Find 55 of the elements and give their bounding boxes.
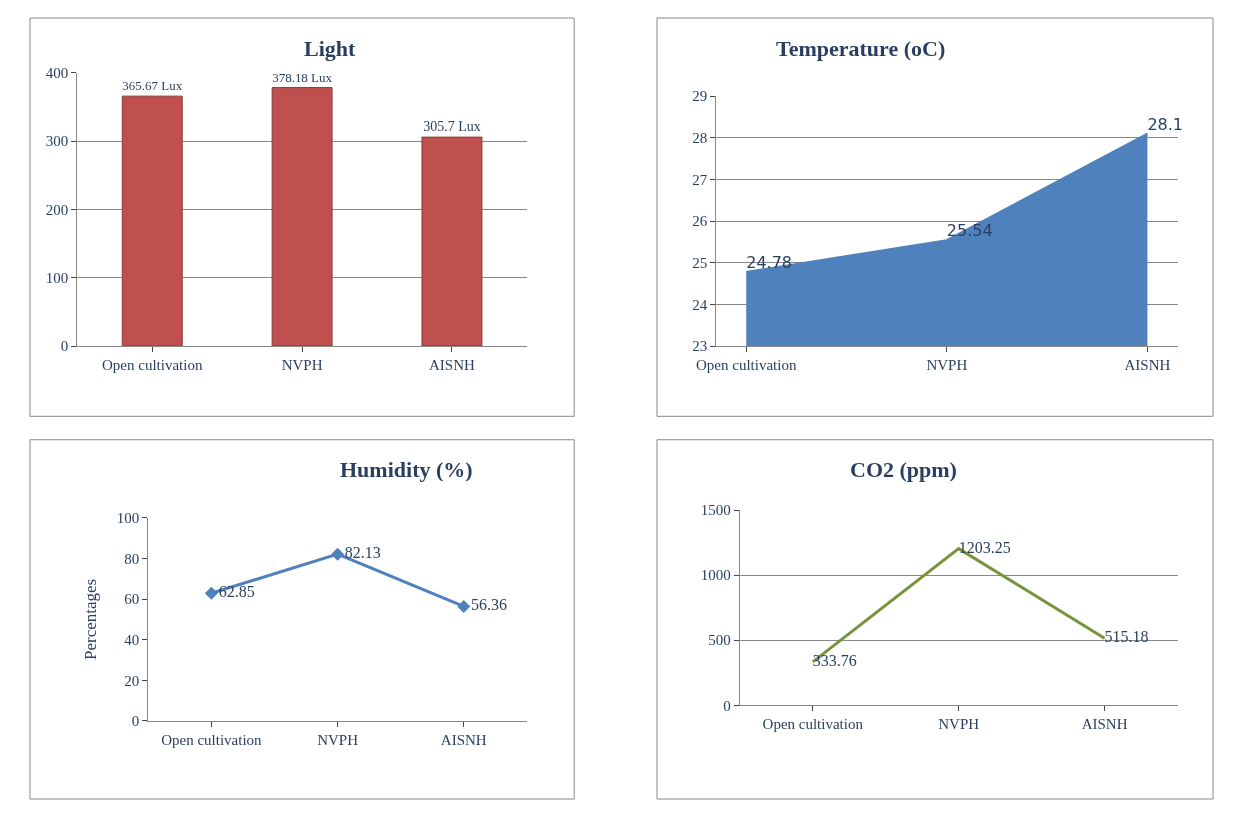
y-tick-label: 100 <box>45 269 69 286</box>
chart-title: Light <box>304 36 357 61</box>
y-tick-label: 100 <box>116 510 140 527</box>
x-tick-label: NVPH <box>938 716 980 733</box>
chart-title: CO2 (ppm) <box>850 457 957 482</box>
y-tick-label: 80 <box>124 550 140 567</box>
y-tick-label: 500 <box>708 632 731 649</box>
x-tick-label: AISNH <box>429 357 476 374</box>
y-tick-label: 1000 <box>700 567 731 584</box>
point <box>331 547 345 561</box>
data-label: 82.13 <box>344 544 381 562</box>
y-tick-label: 1500 <box>700 502 731 519</box>
data-label: 56.36 <box>471 596 508 614</box>
y-tick-label: 300 <box>45 133 69 150</box>
data-label: 365.67 Lux <box>122 78 183 94</box>
data-label: 378.18 Lux <box>272 69 333 85</box>
x-tick-label: AISNH <box>1124 357 1171 374</box>
data-label: 28.1 <box>1147 114 1184 134</box>
bar <box>271 87 333 347</box>
data-label: 305.7 Lux <box>423 119 481 135</box>
bar <box>121 95 183 347</box>
bar <box>421 136 483 347</box>
data-label: 515.18 <box>1104 628 1149 646</box>
x-tick-label: Open cultivation <box>102 357 203 374</box>
y-tick-label: 29 <box>692 88 708 105</box>
point <box>457 599 471 613</box>
y-tick-label: 0 <box>723 697 731 714</box>
x-tick-label: Open cultivation <box>696 357 797 374</box>
x-tick-label: AISNH <box>440 731 487 748</box>
x-tick-label: Open cultivation <box>161 731 263 748</box>
y-tick-label: 400 <box>45 64 69 81</box>
y-tick-label: 26 <box>692 213 708 230</box>
y-tick-label: 25 <box>692 254 708 271</box>
y-tick-label: 0 <box>131 713 140 730</box>
x-tick-label: AISNH <box>1081 716 1128 733</box>
data-label: 62.85 <box>218 583 255 601</box>
y-tick-label: 40 <box>124 631 140 648</box>
x-tick-label: NVPH <box>926 357 968 374</box>
y-tick-label: 24 <box>692 296 708 313</box>
x-tick-label: NVPH <box>317 731 359 748</box>
chart-title: Temperature (oC) <box>776 36 946 61</box>
x-tick-label: NVPH <box>281 357 323 374</box>
y-axis-title: Percentages <box>81 578 101 660</box>
y-tick-label: 60 <box>124 591 140 608</box>
data-label: 333.76 <box>812 651 857 669</box>
y-tick-label: 28 <box>692 130 708 146</box>
y-tick-label: 27 <box>692 171 708 188</box>
y-tick-label: 200 <box>45 201 69 218</box>
y-tick-label: 0 <box>60 338 69 355</box>
y-tick-label: 23 <box>692 338 708 355</box>
x-tick-label: Open cultivation <box>762 716 864 733</box>
chart-title: Humidity (%) <box>340 457 473 482</box>
y-tick-label: 20 <box>124 672 140 689</box>
point <box>204 586 218 600</box>
data-label: 1203.25 <box>958 538 1011 556</box>
